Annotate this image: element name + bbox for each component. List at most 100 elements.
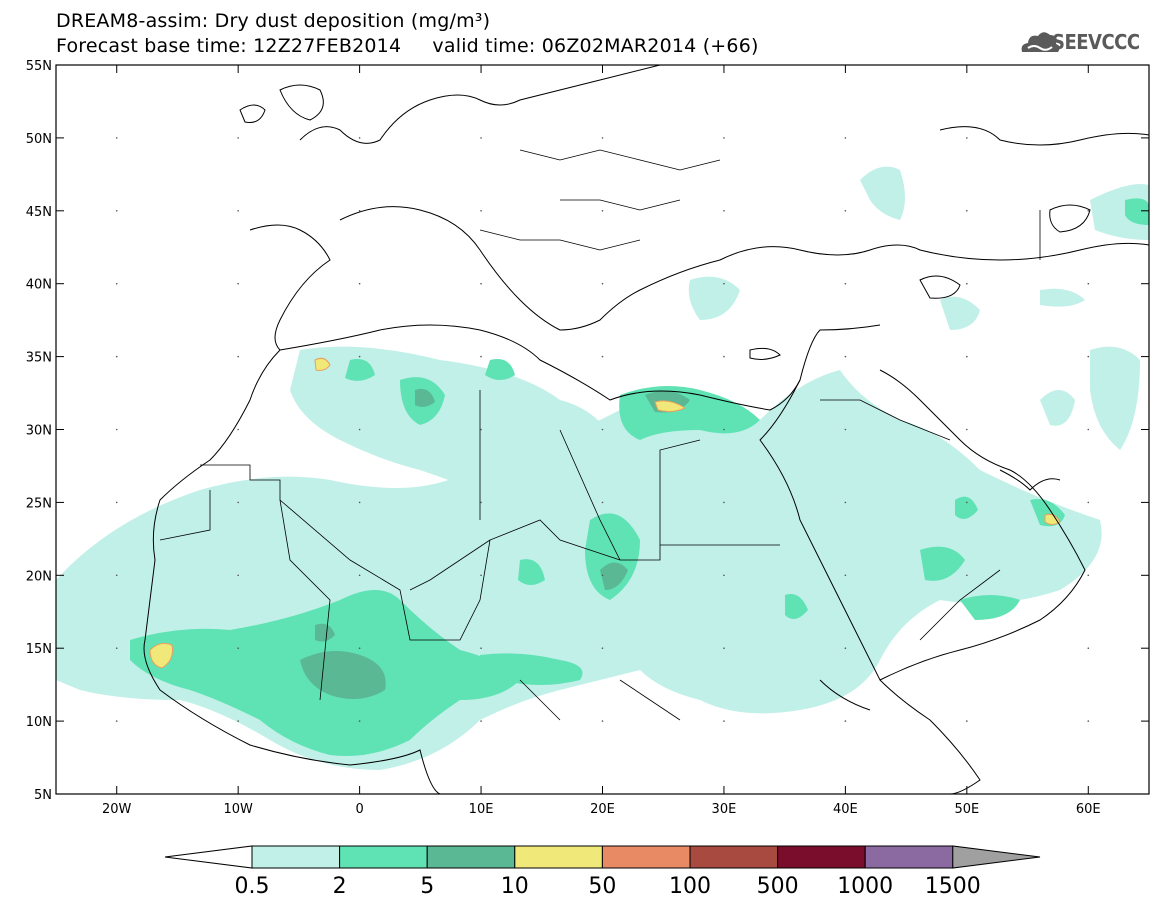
grid-dot <box>966 647 968 649</box>
grid-dot <box>844 720 847 722</box>
coastlines <box>143 65 1149 794</box>
grid-dot <box>601 428 604 431</box>
colorbar-segment <box>514 845 603 869</box>
grid-dot <box>480 501 482 504</box>
grid-dot <box>480 720 482 722</box>
lon-label: 10W <box>223 802 253 817</box>
grid-dot <box>601 501 604 504</box>
grid-dot <box>115 501 118 504</box>
colorbar-label: 5 <box>420 874 434 899</box>
colorbar-segment <box>339 845 428 869</box>
lat-label: 5N <box>34 788 52 803</box>
grid-dot <box>1087 282 1090 285</box>
grid-dot <box>601 355 604 358</box>
grid-dot <box>844 355 847 358</box>
lon-label: 0 <box>355 802 363 817</box>
grid-dot <box>237 137 239 139</box>
grid-dot <box>358 282 361 285</box>
grid-dot <box>358 428 361 431</box>
grid-dot <box>358 210 361 212</box>
lon-label: 60E <box>1076 802 1101 817</box>
grid-dot <box>723 720 725 722</box>
grid-dot <box>723 647 725 649</box>
grid-dot <box>723 428 725 431</box>
lat-label: 30N <box>26 424 52 439</box>
grid-dot <box>1087 428 1090 431</box>
colorbar-label: 500 <box>757 874 799 899</box>
grid-dot <box>1087 574 1090 577</box>
grid-dots <box>115 137 1090 722</box>
grid-dot <box>601 647 604 649</box>
grid-dot <box>480 428 482 431</box>
grid-dot <box>1087 501 1090 504</box>
lon-label: 10E <box>469 802 494 817</box>
logo-text: SEEVCCC <box>1052 30 1140 54</box>
grid-dot <box>237 647 239 649</box>
grid-dot <box>480 282 482 285</box>
grid-dot <box>1087 137 1090 139</box>
forecast-times: Forecast base time: 12Z27FEB2014 valid t… <box>56 35 759 57</box>
grid-dot <box>601 282 604 285</box>
grid-dot <box>115 574 118 577</box>
colorbar-label: 0.5 <box>235 874 270 899</box>
lon-label: 20W <box>102 802 132 817</box>
grid-dot <box>966 137 968 139</box>
grid-dot <box>1087 355 1090 358</box>
colorbar-label: 50 <box>588 874 616 899</box>
grid-dot <box>237 210 239 212</box>
grid-dot <box>358 647 361 649</box>
colorbar-label: 10 <box>501 874 529 899</box>
grid-dot <box>966 501 968 504</box>
grid-dot <box>723 501 725 504</box>
deposition-fields <box>56 166 1149 770</box>
grid-dot <box>115 282 118 285</box>
grid-dot <box>601 720 604 722</box>
grid-dot <box>115 355 118 358</box>
grid-dot <box>237 720 239 722</box>
colorbar-under-arrow <box>164 845 253 869</box>
colorbar: 0.5 2 5 10 50 100 500 1000 1500 <box>164 845 1041 899</box>
grid-dot <box>480 210 482 212</box>
grid-dot <box>601 574 604 577</box>
colorbar-label: 2 <box>333 874 347 899</box>
grid-dot <box>844 574 847 577</box>
grid-dot <box>358 501 361 504</box>
grid-dot <box>723 282 725 285</box>
grid-dot <box>966 210 968 212</box>
grid-dot <box>1087 210 1090 212</box>
lat-label: 35N <box>26 351 52 366</box>
grid-dot <box>966 720 968 722</box>
grid-dot <box>1087 720 1090 722</box>
grid-dot <box>723 574 725 577</box>
grid-dot <box>115 210 118 212</box>
grid-dot <box>115 137 118 139</box>
lat-label: 45N <box>26 205 52 220</box>
latitude-axis: 5N 10N 15N 20N 25N 30N 35N 40N 45N 50N 55N <box>26 59 1149 803</box>
grid-dot <box>844 428 847 431</box>
colorbar-label: 100 <box>669 874 711 899</box>
grid-dot <box>966 282 968 285</box>
country-borders <box>159 149 1041 721</box>
colorbar-label: 1500 <box>925 874 981 899</box>
grid-dot <box>115 428 118 431</box>
grid-dot <box>966 574 968 577</box>
colorbar-segment <box>777 845 866 869</box>
lon-label: 50E <box>954 802 979 817</box>
grid-dot <box>480 137 482 139</box>
grid-dot <box>601 210 604 212</box>
lat-label: 40N <box>26 278 52 293</box>
grid-dot <box>723 210 725 212</box>
grid-dot <box>480 574 482 577</box>
lat-label: 55N <box>26 59 52 74</box>
lat-label: 20N <box>26 569 52 584</box>
grid-dot <box>844 282 847 285</box>
grid-dot <box>237 574 239 577</box>
colorbar-over-arrow <box>952 845 1041 869</box>
colorbar-segment <box>864 845 954 869</box>
grid-dot <box>966 428 968 431</box>
colorbar-segment <box>601 845 691 869</box>
grid-dot <box>844 647 847 649</box>
grid-dot <box>844 501 847 504</box>
map-title: DREAM8-assim: Dry dust deposition (mg/m³… <box>56 10 491 32</box>
colorbar-segment <box>426 845 516 869</box>
